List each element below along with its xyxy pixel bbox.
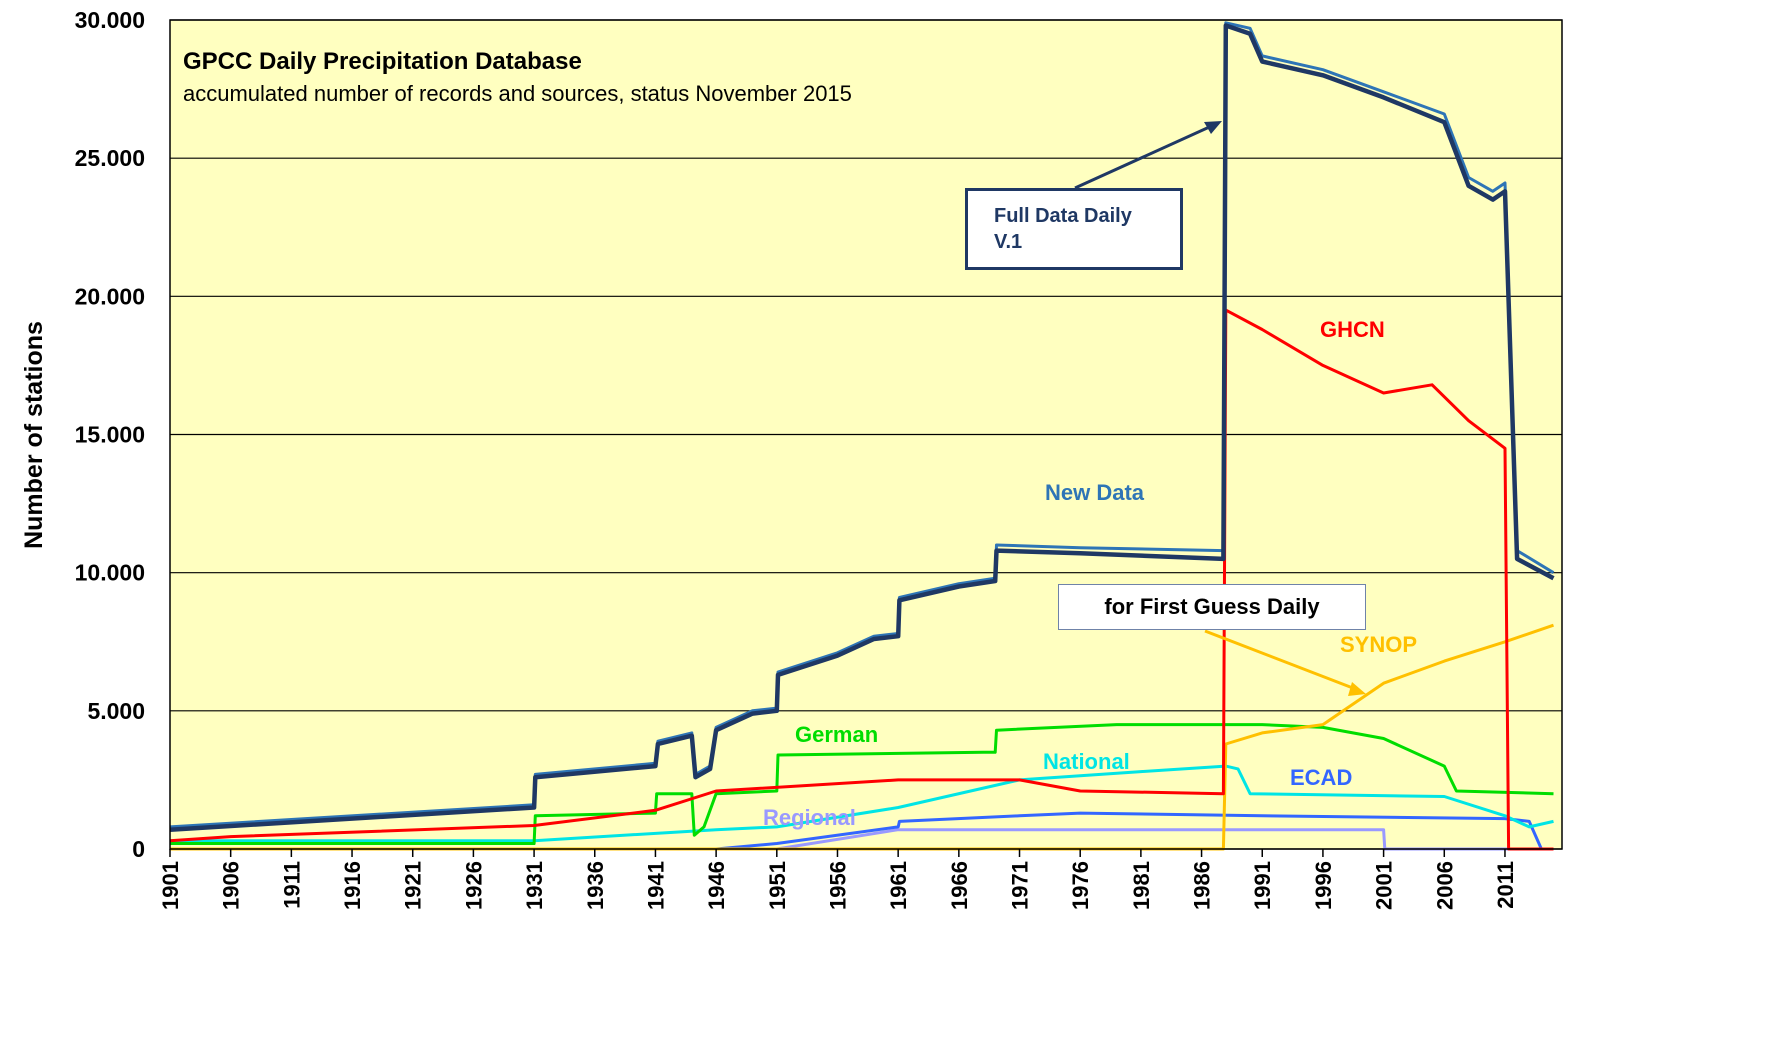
series-line xyxy=(170,764,1554,843)
x-tick-label: 1941 xyxy=(643,861,668,910)
series-label: GHCN xyxy=(1320,317,1385,342)
x-tick-label: 1981 xyxy=(1129,861,1154,910)
annotation: for First Guess Daily xyxy=(1058,584,1366,630)
x-tick-label: 2006 xyxy=(1432,861,1457,910)
x-tick-label: 2011 xyxy=(1493,861,1518,909)
x-tick-label: 2001 xyxy=(1372,861,1397,910)
x-tick-label: 1976 xyxy=(1068,861,1093,910)
arrow-head xyxy=(1348,682,1366,696)
x-tick-label: 1901 xyxy=(158,861,183,910)
x-tick-label: 1936 xyxy=(583,861,608,910)
arrow xyxy=(1074,122,1217,190)
series-label: Full Data Daily V.1 xyxy=(965,188,1183,270)
x-tick-label: 1956 xyxy=(825,861,850,910)
y-tick-label: 0 xyxy=(132,836,145,862)
x-tick-label: 1916 xyxy=(340,861,365,910)
x-tick-label: 1986 xyxy=(1190,861,1215,910)
series-label: ECAD xyxy=(1290,765,1353,790)
x-tick-label: 1911 xyxy=(279,861,304,909)
x-tick-label: 1931 xyxy=(522,861,547,910)
series-label: New Data xyxy=(1045,480,1145,505)
series-line xyxy=(170,723,1554,845)
series-label: Regional xyxy=(763,805,856,830)
series-line xyxy=(169,23,1555,832)
x-tick-label: 1961 xyxy=(886,861,911,910)
x-tick-label: 1906 xyxy=(219,861,244,910)
arrow xyxy=(1204,629,1359,692)
series-label: German xyxy=(795,722,879,747)
x-tick-label: 1951 xyxy=(765,861,790,910)
x-tick-label: 1921 xyxy=(401,861,426,910)
x-tick-label: 1971 xyxy=(1008,861,1033,910)
y-tick-label: 5.000 xyxy=(87,698,145,724)
chart-subtitle: accumulated number of records and source… xyxy=(183,81,852,106)
y-tick-label: 30.000 xyxy=(75,7,145,33)
plot-frame xyxy=(169,19,1563,850)
x-tick-label: 1926 xyxy=(461,861,486,910)
y-tick-label: 20.000 xyxy=(75,283,145,309)
x-tick-label: 1991 xyxy=(1250,861,1275,910)
y-axis-label: Number of stations xyxy=(20,321,48,549)
x-tick-label: 1946 xyxy=(704,861,729,910)
arrow-head xyxy=(1204,121,1222,134)
x-tick-label: 1996 xyxy=(1311,861,1336,910)
y-tick-label: 15.000 xyxy=(75,422,145,448)
x-tick-label: 1966 xyxy=(947,861,972,910)
chart-title: GPCC Daily Precipitation Database xyxy=(183,48,582,75)
y-tick-label: 10.000 xyxy=(75,560,145,586)
series-label: SYNOP xyxy=(1340,632,1418,657)
series-line xyxy=(170,623,1554,851)
y-tick-label: 25.000 xyxy=(75,145,145,171)
series-label: National xyxy=(1043,749,1130,774)
